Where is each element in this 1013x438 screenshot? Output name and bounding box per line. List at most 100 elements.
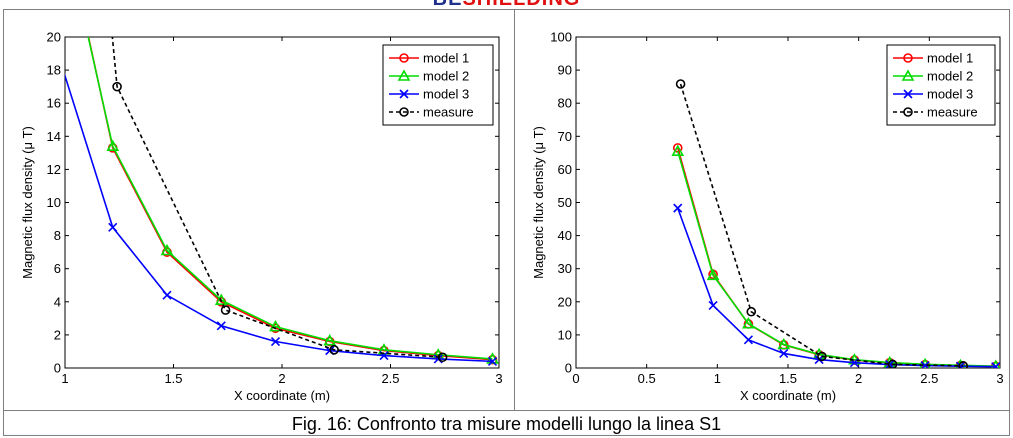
right-legend: model 1 model 2 model 3 measure: [886, 44, 996, 126]
right-series-layer: [671, 79, 1000, 368]
right-y-tick-label: 40: [558, 228, 572, 243]
right-y-tick-label: 0: [565, 361, 572, 376]
right-line-model-1: [676, 147, 996, 368]
chart-left: 1 1.5 2 2.5 3 0 2 4 6 8 10 12 14 16 18 20 X coordinate (…: [20, 30, 503, 404]
right-x-axis-label: X coordinate (m): [740, 388, 836, 403]
right-point-model-3: [708, 300, 718, 311]
right-legend-marker: [903, 107, 913, 117]
right-series-measure: [675, 79, 969, 368]
right-y-tick-label: 80: [558, 96, 572, 111]
left-line-model-3: [65, 73, 493, 363]
right-series-model-2: [671, 144, 1000, 368]
left-x-tick-label: 3: [495, 371, 502, 386]
left-y-axis-label: Magnetic flux density (μ T): [20, 126, 35, 279]
right-series-model-1: [672, 143, 1000, 368]
right-point-model-3: [673, 203, 683, 213]
left-y-tick-label: 16: [47, 96, 61, 111]
left-point-model-3: [108, 222, 118, 232]
right-point-model-3: [920, 360, 930, 368]
left-point-model-3: [162, 290, 172, 300]
right-y-axis-label: Magnetic flux density (μ T): [531, 126, 546, 279]
left-point-model-2: [160, 243, 174, 256]
right-point-measure: [675, 79, 686, 89]
right-point-measure: [746, 306, 757, 317]
right-point-model-3: [885, 359, 895, 368]
left-legend-marker: [399, 107, 409, 117]
right-point-model-2: [991, 359, 1000, 368]
left-point-model-3: [216, 321, 226, 331]
right-x-tick-label: 0: [572, 371, 579, 386]
right-legend-marker: [903, 53, 913, 63]
left-legend-label: measure: [423, 105, 474, 120]
right-legend-label: model 3: [927, 87, 973, 102]
left-line-model-2: [87, 37, 493, 360]
left-point-model-3: [270, 336, 281, 347]
left-legend-label: model 3: [423, 87, 469, 102]
figure-caption: Fig. 16: Confronto tra misure modelli lu…: [291, 414, 722, 434]
right-line-model-2: [676, 150, 996, 367]
right-line-model-3: [677, 207, 996, 368]
left-x-tick-label: 1: [61, 371, 68, 386]
right-y-tick-label: 50: [558, 195, 572, 210]
left-series-layer: [54, 37, 499, 366]
right-point-model-2: [955, 358, 966, 368]
right-y-tick-label: 20: [558, 294, 572, 309]
left-legend: model 1 model 2 model 3 measure: [382, 44, 494, 126]
brand-header: BESHIELDING: [0, 0, 1013, 10]
left-point-model-3: [487, 356, 498, 366]
right-y-tick-label: 70: [558, 129, 572, 144]
left-series-measure: [111, 37, 448, 363]
left-x-tick-label: 2: [278, 371, 285, 386]
left-point-model-2: [269, 319, 282, 332]
left-y-tick-label: 20: [47, 30, 61, 45]
right-legend-marker: [901, 69, 915, 81]
right-point-model-2: [777, 337, 791, 350]
right-legend-label: model 1: [927, 51, 973, 66]
left-x-tick-label: 1.5: [164, 371, 182, 386]
left-y-tick-label: 2: [54, 327, 61, 342]
right-point-model-3: [743, 335, 753, 345]
right-y-tick-label: 10: [558, 327, 572, 342]
right-y-tick-label: 90: [558, 63, 572, 78]
right-point-measure: [887, 359, 898, 368]
left-point-measure: [220, 305, 231, 315]
left-y-tick-label: 18: [47, 63, 61, 78]
left-point-measure: [437, 352, 448, 363]
left-y-tick-label: 14: [47, 129, 61, 144]
right-y-tick-label: 30: [558, 261, 572, 276]
left-point-model-2: [323, 334, 337, 346]
left-point-model-2: [106, 139, 120, 152]
left-point-model-3: [54, 51, 62, 59]
right-x-tick-label: 1: [714, 371, 721, 386]
right-x-tick-label: 2.5: [920, 371, 938, 386]
left-y-tick-label: 6: [54, 261, 61, 276]
right-legend-label: measure: [927, 105, 978, 120]
left-point-measure: [112, 81, 122, 92]
right-x-tick-label: 1.5: [779, 371, 797, 386]
right-legend-label: model 2: [927, 69, 973, 84]
right-line-measure: [679, 83, 964, 367]
left-line-measure: [111, 37, 443, 359]
brand-header-part1: BE: [433, 0, 463, 10]
right-point-model-2: [671, 144, 685, 156]
right-point-model-3: [955, 361, 965, 368]
right-x-tick-label: 3: [996, 371, 1003, 386]
left-legend-label: model 2: [423, 69, 469, 84]
right-x-tick-label: 2: [855, 371, 862, 386]
right-point-model-3: [779, 348, 789, 359]
panel-divider: [514, 9, 515, 411]
left-legend-marker: [399, 89, 409, 99]
left-y-tick-label: 0: [54, 361, 61, 376]
left-y-tick-label: 12: [47, 162, 61, 177]
right-point-model-3: [991, 362, 1000, 368]
left-line-model-1: [87, 37, 493, 361]
left-point-model-2: [214, 293, 228, 305]
right-y-tick-label: 100: [550, 30, 572, 45]
right-point-measure: [958, 361, 969, 368]
right-point-model-2: [742, 316, 755, 329]
left-y-tick-label: 10: [47, 195, 61, 210]
right-point-measure: [817, 351, 827, 362]
caption-rule: [3, 410, 1010, 411]
right-legend-marker: [903, 89, 913, 99]
